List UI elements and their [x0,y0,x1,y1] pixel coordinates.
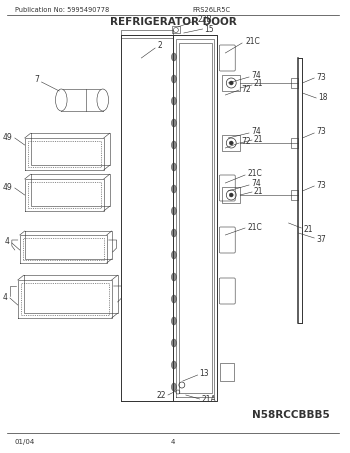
Text: 74: 74 [251,72,261,81]
Text: 13: 13 [199,370,209,379]
Text: 2: 2 [157,42,162,50]
Ellipse shape [172,119,176,127]
Text: 21: 21 [254,187,264,196]
Text: 22B: 22B [198,15,212,24]
Ellipse shape [172,141,176,149]
Text: REFRIGERATOR DOOR: REFRIGERATOR DOOR [110,17,236,27]
Text: 01/04: 01/04 [15,439,35,445]
Ellipse shape [172,229,176,237]
Circle shape [229,193,233,197]
Ellipse shape [172,317,176,325]
Bar [290,138,299,148]
Text: 18: 18 [318,93,328,102]
Ellipse shape [172,75,176,83]
Ellipse shape [77,89,87,111]
Ellipse shape [172,295,176,303]
Text: 73: 73 [316,180,326,189]
Text: 21C: 21C [245,38,260,47]
Ellipse shape [172,97,176,105]
Bar [222,135,240,151]
Text: 21C: 21C [247,169,262,178]
Text: 21: 21 [254,135,264,144]
Ellipse shape [172,361,176,369]
Text: 21: 21 [254,79,264,88]
Text: Publication No: 5995490778: Publication No: 5995490778 [15,7,109,13]
Bar [222,75,240,91]
Text: 72: 72 [241,138,251,146]
Ellipse shape [172,163,176,171]
Text: 21A: 21A [202,395,216,405]
Text: 49: 49 [3,183,13,192]
Ellipse shape [172,207,176,215]
Ellipse shape [172,185,176,193]
Text: 21C: 21C [247,222,262,231]
Bar [290,190,299,200]
Text: 72: 72 [241,85,251,93]
Ellipse shape [172,251,176,259]
Text: 73: 73 [316,72,326,82]
Text: 22: 22 [156,391,166,400]
Text: 74: 74 [251,127,261,136]
Bar [220,363,234,381]
Text: 4: 4 [171,439,175,445]
Ellipse shape [55,89,67,111]
Text: 21: 21 [303,225,313,233]
Text: 74: 74 [251,179,261,188]
Text: 37: 37 [316,235,326,244]
Text: 4: 4 [5,236,10,246]
Ellipse shape [97,89,108,111]
Text: FRS26LR5C: FRS26LR5C [193,7,231,13]
Text: 49: 49 [3,132,13,141]
Text: 73: 73 [316,127,326,136]
Ellipse shape [172,383,176,391]
Ellipse shape [172,339,176,347]
Ellipse shape [172,53,176,61]
Ellipse shape [172,273,176,281]
Text: N58RCCBBB5: N58RCCBBB5 [252,410,330,420]
Bar [172,26,180,33]
Text: 4: 4 [3,293,8,302]
Circle shape [229,141,233,145]
Text: 15: 15 [204,24,214,34]
Text: 7: 7 [35,76,40,85]
Bar [222,187,240,203]
Bar [290,78,299,88]
Circle shape [229,81,233,85]
